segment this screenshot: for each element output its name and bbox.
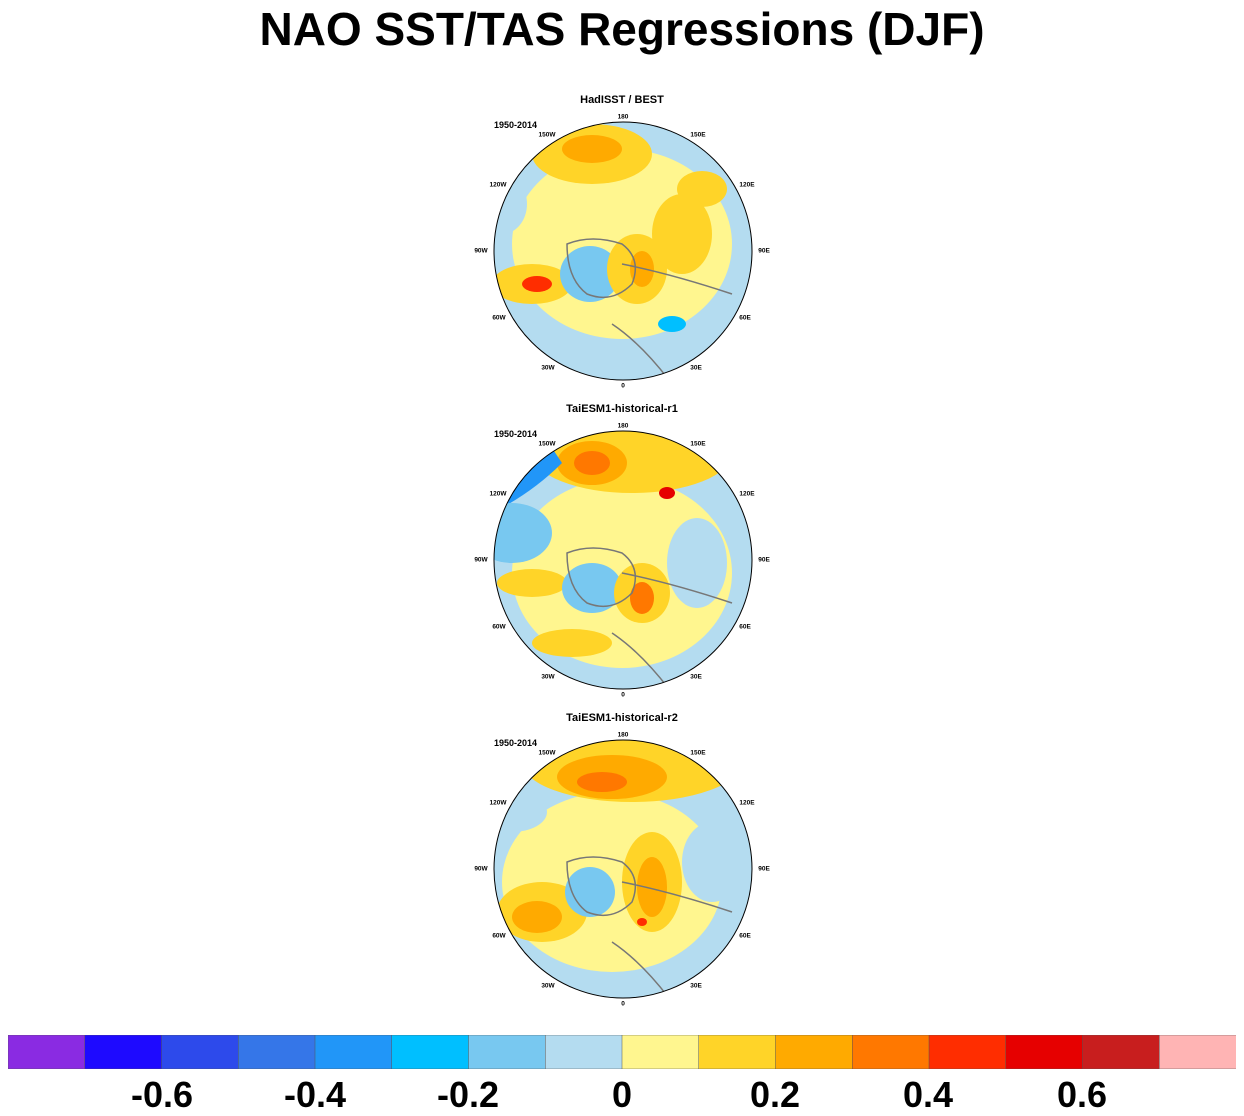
- polar-map: [493, 121, 753, 381]
- lon-label-60e: 60E: [739, 623, 751, 631]
- lon-label-150e: 150E: [690, 749, 706, 757]
- lon-label-120e: 120E: [739, 799, 755, 807]
- panel-title: TaiESM1-historical-r1: [566, 403, 678, 415]
- lon-label-30e: 30E: [690, 982, 702, 990]
- lon-label-0: 0: [621, 382, 625, 390]
- lon-label-60w: 60W: [492, 623, 506, 631]
- colorbar-swatch: [1159, 1035, 1236, 1069]
- colorbar-swatch: [775, 1035, 853, 1069]
- lon-label-0: 0: [621, 691, 625, 699]
- polar-map: [493, 739, 753, 999]
- lon-label-60e: 60E: [739, 932, 751, 940]
- lon-label-90w: 90W: [474, 865, 488, 873]
- polar-map: [493, 430, 753, 690]
- colorbar-tick-label: 0: [611, 1074, 633, 1115]
- lon-label-90e: 90E: [758, 865, 770, 873]
- colorbar-swatch: [8, 1035, 86, 1069]
- colorbar-swatch: [545, 1035, 623, 1069]
- colorbar: [8, 1035, 1236, 1069]
- lon-label-120w: 120W: [489, 181, 507, 189]
- map-panel-2: TaiESM1-historical-r1 1950-2014 180 150E…: [472, 403, 772, 713]
- lon-label-120e: 120E: [739, 490, 755, 498]
- colorbar-swatch: [698, 1035, 777, 1069]
- lon-label-120e: 120E: [739, 181, 755, 189]
- panel-title: TaiESM1-historical-r2: [566, 712, 678, 724]
- lon-label-30w: 30W: [541, 982, 555, 990]
- colorbar-tick-label: 0.2: [749, 1074, 801, 1115]
- colorbar-swatch: [84, 1035, 163, 1069]
- figure-title: NAO SST/TAS Regressions (DJF): [259, 3, 985, 55]
- colorbar-swatch: [314, 1035, 393, 1069]
- lon-label-150w: 150W: [538, 440, 556, 448]
- lon-label-120w: 120W: [489, 799, 507, 807]
- map-panel-3: TaiESM1-historical-r2 1950-2014 180 150E…: [472, 712, 772, 1022]
- lon-label-90e: 90E: [758, 556, 770, 564]
- colorbar-tick-label: -0.2: [436, 1074, 500, 1115]
- colorbar-swatch: [161, 1035, 239, 1069]
- lon-label-180: 180: [617, 422, 629, 430]
- panel-period: 1950-2014: [494, 738, 538, 748]
- lon-label-90w: 90W: [474, 247, 488, 255]
- lon-label-120w: 120W: [489, 490, 507, 498]
- lon-label-150w: 150W: [538, 749, 556, 757]
- colorbar-swatch: [468, 1035, 546, 1069]
- lon-label-30w: 30W: [541, 673, 555, 681]
- colorbar-tick-label: 0.6: [1056, 1074, 1108, 1115]
- lon-label-60w: 60W: [492, 314, 506, 322]
- colorbar-swatch: [928, 1035, 1007, 1069]
- colorbar-swatch: [238, 1035, 316, 1069]
- lon-label-60w: 60W: [492, 932, 506, 940]
- colorbar-tick-label: -0.4: [283, 1074, 347, 1115]
- panel-title: HadISST / BEST: [580, 94, 664, 106]
- panel-period: 1950-2014: [494, 429, 538, 439]
- lon-label-150w: 150W: [538, 131, 556, 139]
- colorbar-tick-label: -0.6: [130, 1074, 194, 1115]
- panel-period: 1950-2014: [494, 120, 538, 130]
- colorbar-swatch: [391, 1035, 470, 1069]
- lon-label-180: 180: [617, 113, 629, 121]
- colorbar-swatch: [852, 1035, 930, 1069]
- lon-label-180: 180: [617, 731, 629, 739]
- colorbar-tick-label: 0.4: [902, 1074, 954, 1115]
- colorbar-swatch: [621, 1035, 700, 1069]
- lon-label-0: 0: [621, 1000, 625, 1008]
- lon-label-90e: 90E: [758, 247, 770, 255]
- colorbar-swatch: [1082, 1035, 1160, 1069]
- lon-label-90w: 90W: [474, 556, 488, 564]
- lon-label-30e: 30E: [690, 673, 702, 681]
- lon-label-60e: 60E: [739, 314, 751, 322]
- lon-label-150e: 150E: [690, 440, 706, 448]
- lon-label-30w: 30W: [541, 364, 555, 372]
- map-panel-1: HadISST / BEST 1950-2014 180 150E 120E 9…: [472, 94, 772, 404]
- colorbar-swatch: [1005, 1035, 1084, 1069]
- lon-label-150e: 150E: [690, 131, 706, 139]
- lon-label-30e: 30E: [690, 364, 702, 372]
